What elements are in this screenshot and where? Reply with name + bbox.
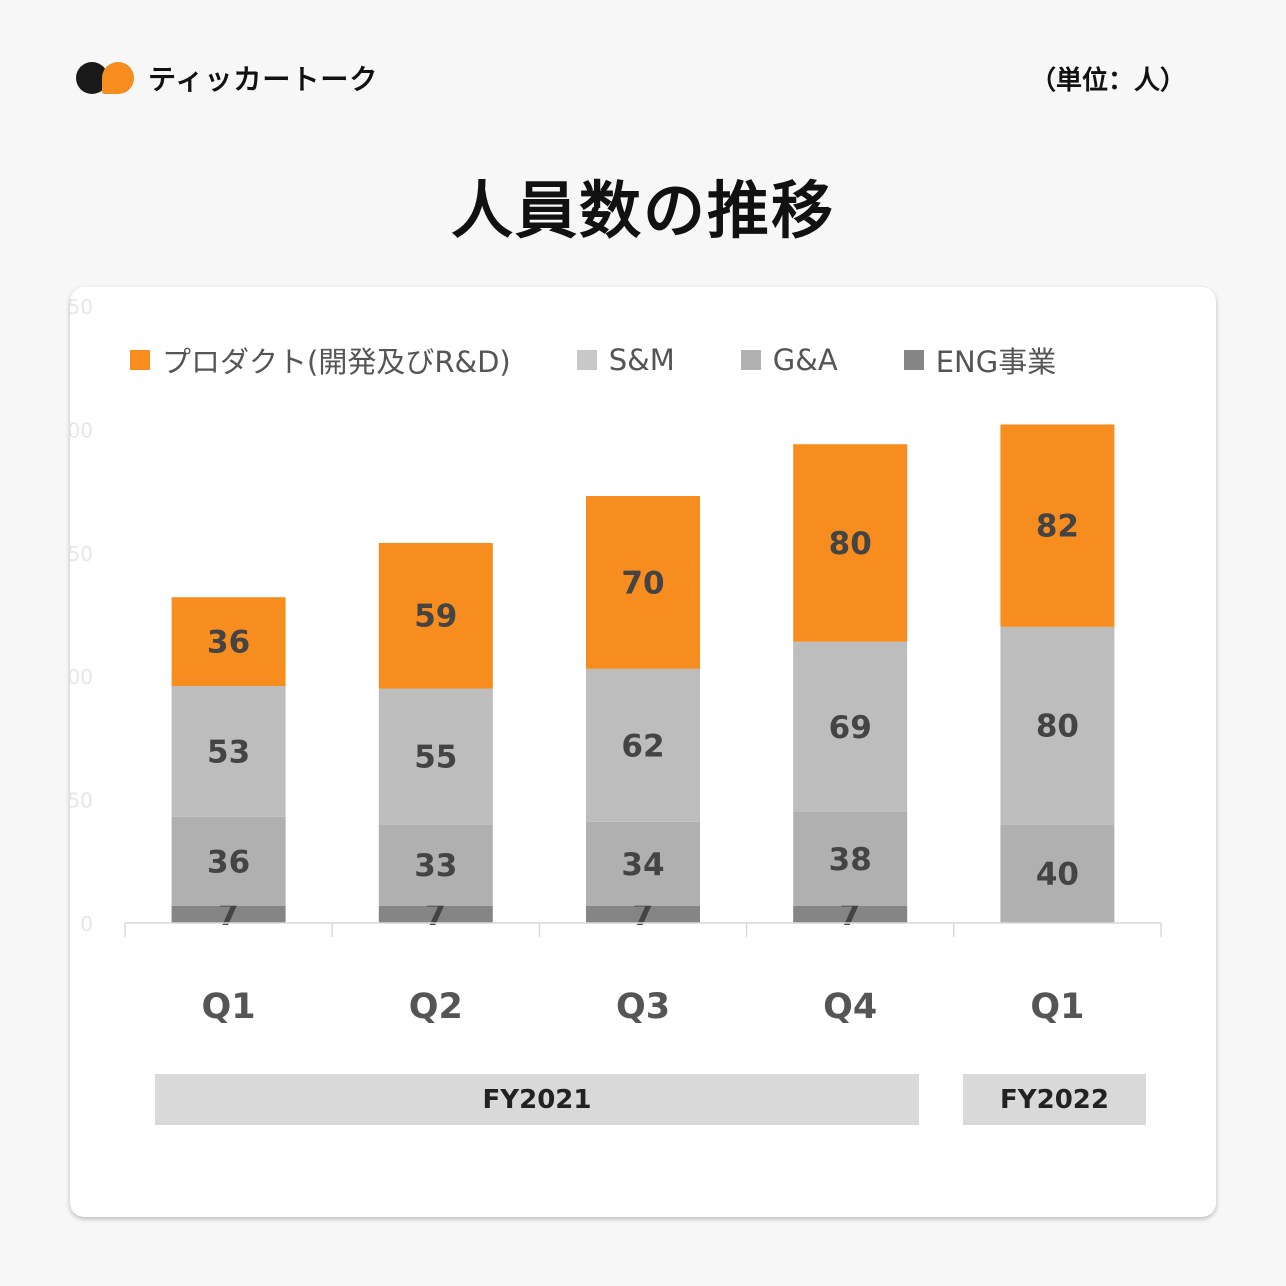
y-tick-label: 250 xyxy=(70,295,93,319)
data-label: 38 xyxy=(829,842,872,878)
bar-segment xyxy=(793,641,908,812)
logo-mark-icon xyxy=(76,58,136,98)
y-tick-label: 100 xyxy=(70,665,93,689)
bar-segment xyxy=(378,542,493,689)
bar-segment xyxy=(1000,424,1115,627)
bar-segment xyxy=(171,905,286,923)
legend-label-ga: G&A xyxy=(772,343,838,377)
data-label: 7 xyxy=(839,897,861,933)
stacked-bar-chart: 0 50 100 150 200 250 7 36 53 36 Q1 7 33 55 59 Q2 7 34 62 70… xyxy=(70,295,1162,1027)
bar-segment xyxy=(1000,824,1115,923)
data-label: 59 xyxy=(414,599,457,635)
data-label: 53 xyxy=(207,734,250,770)
legend-swatch-ga xyxy=(740,350,761,370)
legend-swatch-eng xyxy=(903,350,924,370)
y-tick-label: 150 xyxy=(70,542,93,566)
bar-segment xyxy=(171,597,286,687)
bar-segment xyxy=(586,496,700,669)
legend-swatch-sm xyxy=(576,350,597,370)
legend-label-sm: S&M xyxy=(608,343,675,377)
bar-segment xyxy=(793,905,908,923)
x-tick-label: Q4 xyxy=(823,987,877,1027)
bar-segment xyxy=(793,811,908,906)
legend-label-product: プロダクト(開発及びR&D) xyxy=(162,345,511,379)
data-label: 34 xyxy=(621,847,664,883)
data-label: 36 xyxy=(207,844,250,880)
y-tick-label: 50 xyxy=(70,789,93,813)
data-label: 40 xyxy=(1036,857,1079,893)
page-title: 人員数の推移 xyxy=(450,174,835,247)
bar-segment xyxy=(586,905,700,923)
legend-item-product: プロダクト(開発及びR&D) xyxy=(130,339,511,381)
logo: ティッカートーク xyxy=(76,58,378,98)
x-tick-label: Q1 xyxy=(202,987,256,1027)
bar-segment xyxy=(171,686,286,817)
data-label: 33 xyxy=(414,848,457,884)
bar-segment xyxy=(378,905,493,923)
fy-band-fy2021: FY2021 xyxy=(155,1074,919,1125)
fy-band-fy2022: FY2022 xyxy=(963,1074,1146,1125)
data-label: 62 xyxy=(621,728,664,764)
bar-segment xyxy=(586,668,700,822)
y-tick-label: 200 xyxy=(70,418,93,442)
logo-text: ティッカートーク xyxy=(148,63,379,96)
data-label: 70 xyxy=(621,565,664,601)
data-label: 36 xyxy=(207,625,250,661)
data-label: 55 xyxy=(414,739,457,775)
unit-label: （単位：人） xyxy=(1029,66,1186,96)
data-label: 80 xyxy=(829,526,872,562)
y-tick-label: 0 xyxy=(80,912,93,936)
chart-card: プロダクト(開発及びR&D) S&M G&A ENG事業 0 50 100 150 20… xyxy=(70,287,1216,1217)
data-label: 82 xyxy=(1036,509,1079,545)
legend-item-sm: S&M xyxy=(576,343,675,377)
x-tick-label: Q2 xyxy=(409,987,463,1027)
bar-segment xyxy=(171,816,286,906)
legend-item-eng: ENG事業 xyxy=(903,339,1057,381)
data-label: 80 xyxy=(1036,709,1079,745)
bar-segment xyxy=(793,444,908,642)
bar-segment xyxy=(1000,626,1115,825)
bar-segment xyxy=(378,824,493,906)
bar-segment xyxy=(586,821,700,906)
legend-swatch-product xyxy=(130,350,150,370)
data-label: 7 xyxy=(632,897,654,933)
bar-segment xyxy=(378,688,493,825)
data-label: 7 xyxy=(218,897,240,933)
legend-item-ga: G&A xyxy=(740,343,838,377)
chart-legend: プロダクト(開発及びR&D) S&M G&A ENG事業 xyxy=(130,339,1056,381)
legend-label-eng: ENG事業 xyxy=(935,345,1057,379)
data-label: 7 xyxy=(425,897,447,933)
x-tick-label: Q3 xyxy=(616,987,670,1027)
x-tick-label: Q1 xyxy=(1030,987,1084,1027)
data-label: 69 xyxy=(829,710,872,746)
